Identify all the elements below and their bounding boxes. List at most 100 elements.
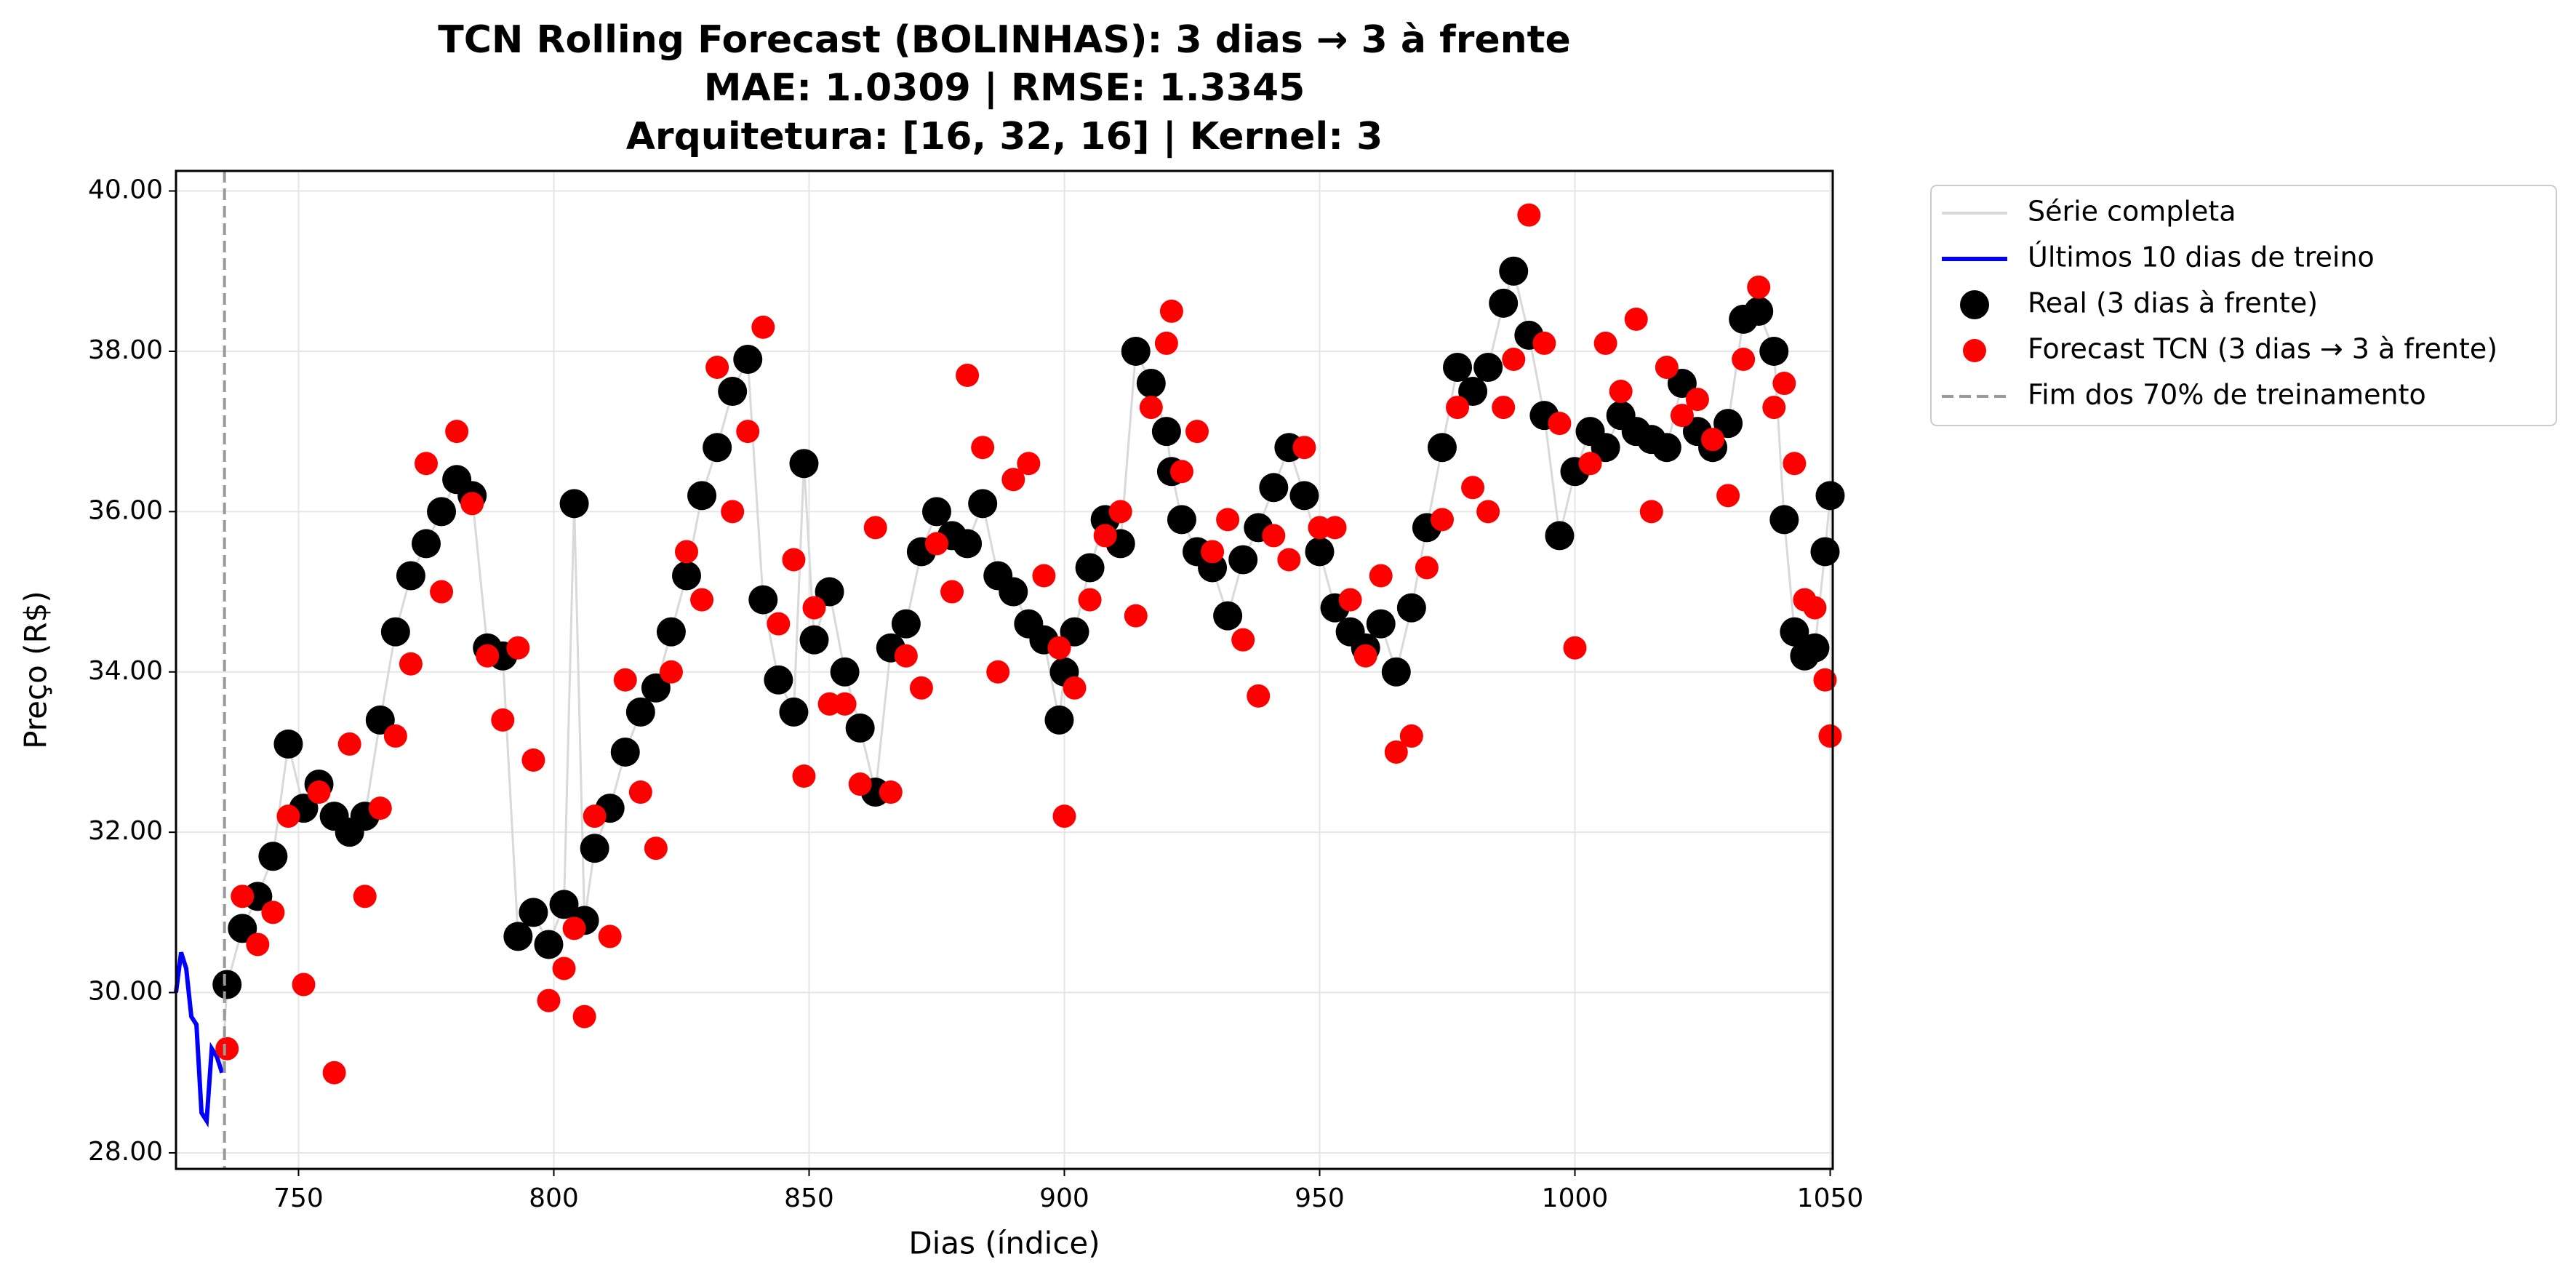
- x-tick-label: 1050: [1797, 1183, 1864, 1213]
- x-tick-label: 750: [273, 1183, 324, 1213]
- data-point: [848, 772, 872, 796]
- data-point: [909, 676, 933, 700]
- data-point: [231, 884, 255, 908]
- data-point: [986, 660, 1010, 684]
- data-point: [733, 344, 763, 374]
- plot-frame: [175, 169, 1834, 1170]
- data-point: [1713, 409, 1743, 439]
- data-point: [971, 436, 995, 460]
- data-point: [580, 834, 609, 863]
- data-point: [833, 692, 857, 716]
- data-point: [625, 697, 655, 727]
- y-tick-label: 38.00: [88, 335, 163, 365]
- data-point: [1639, 500, 1663, 524]
- x-tick-label: 950: [1295, 1183, 1345, 1213]
- data-point: [521, 748, 545, 772]
- data-point: [751, 315, 775, 339]
- data-point: [1747, 275, 1771, 299]
- data-point: [782, 548, 806, 572]
- data-point: [891, 609, 921, 639]
- data-point: [764, 665, 793, 695]
- data-point: [802, 596, 826, 620]
- data-point: [380, 617, 410, 647]
- data-point: [1772, 372, 1796, 396]
- data-point: [999, 577, 1028, 607]
- data-point: [549, 890, 579, 919]
- data-point: [228, 914, 257, 943]
- data-point: [212, 970, 242, 999]
- data-point: [1667, 369, 1697, 399]
- data-point: [476, 644, 500, 668]
- data-point: [1289, 481, 1319, 511]
- data-point: [246, 932, 270, 956]
- data-point: [675, 540, 699, 564]
- legend-label: Real (3 dias à frente): [2028, 287, 2318, 319]
- data-point: [396, 561, 425, 591]
- y-tick-label: 30.00: [88, 977, 163, 1007]
- data-point: [1685, 388, 1709, 412]
- data-point: [1159, 299, 1183, 323]
- data-point: [1259, 473, 1289, 503]
- data-point: [411, 529, 441, 559]
- data-point: [368, 796, 392, 820]
- legend-label: Forecast TCN (3 dias → 3 à frente): [2028, 333, 2497, 365]
- data-point: [430, 580, 454, 604]
- data-point: [1399, 724, 1423, 748]
- data-point: [1292, 436, 1316, 460]
- data-point: [1154, 331, 1178, 355]
- data-point: [1151, 417, 1181, 447]
- data-point: [1769, 505, 1799, 535]
- data-point: [337, 732, 361, 756]
- x-tick-label: 850: [784, 1183, 834, 1213]
- legend-label: Fim dos 70% de treinamento: [2028, 379, 2426, 411]
- data-point: [789, 449, 819, 479]
- data-point: [1759, 336, 1789, 366]
- data-point: [534, 930, 564, 959]
- data-point: [1216, 508, 1240, 532]
- data-point: [353, 884, 377, 908]
- data-point: [610, 737, 640, 767]
- data-point: [1121, 336, 1151, 366]
- data-point: [1591, 433, 1620, 463]
- data-point: [276, 804, 300, 828]
- data-point: [641, 673, 671, 703]
- data-point: [1262, 524, 1286, 548]
- data-point: [1744, 296, 1774, 326]
- data-point: [736, 420, 760, 444]
- data-point: [503, 922, 533, 951]
- data-point: [1780, 617, 1809, 647]
- data-point: [703, 433, 732, 463]
- data-point: [552, 956, 576, 981]
- data-point: [863, 516, 887, 540]
- data-point: [1461, 476, 1485, 500]
- data-point: [1593, 331, 1617, 355]
- chart-subtitle: Arquitetura: [16, 32, 16] | Kernel: 3: [626, 115, 1383, 159]
- y-tick-label: 32.00: [88, 816, 163, 846]
- data-point: [292, 973, 316, 997]
- y-tick-label: 34.00: [88, 656, 163, 686]
- data-point: [1169, 460, 1193, 484]
- data-point: [322, 1061, 346, 1085]
- data-point: [273, 729, 303, 759]
- data-point: [562, 916, 586, 940]
- data-point: [1167, 505, 1196, 535]
- data-point: [1476, 500, 1500, 524]
- data-point: [559, 489, 589, 519]
- data-point: [779, 697, 809, 727]
- x-tick-label: 800: [529, 1183, 579, 1213]
- data-point: [1381, 657, 1411, 687]
- data-point: [1185, 420, 1209, 444]
- data-point: [519, 898, 548, 927]
- data-point: [1063, 676, 1087, 700]
- legend-swatch: [1963, 339, 1986, 362]
- data-point: [968, 489, 998, 519]
- data-point: [1803, 596, 1827, 620]
- data-point: [953, 529, 983, 559]
- data-point: [845, 713, 875, 743]
- data-point: [258, 842, 288, 871]
- data-point: [1701, 428, 1725, 452]
- data-point: [1139, 396, 1163, 420]
- data-point: [1578, 452, 1602, 476]
- data-point: [1247, 684, 1271, 708]
